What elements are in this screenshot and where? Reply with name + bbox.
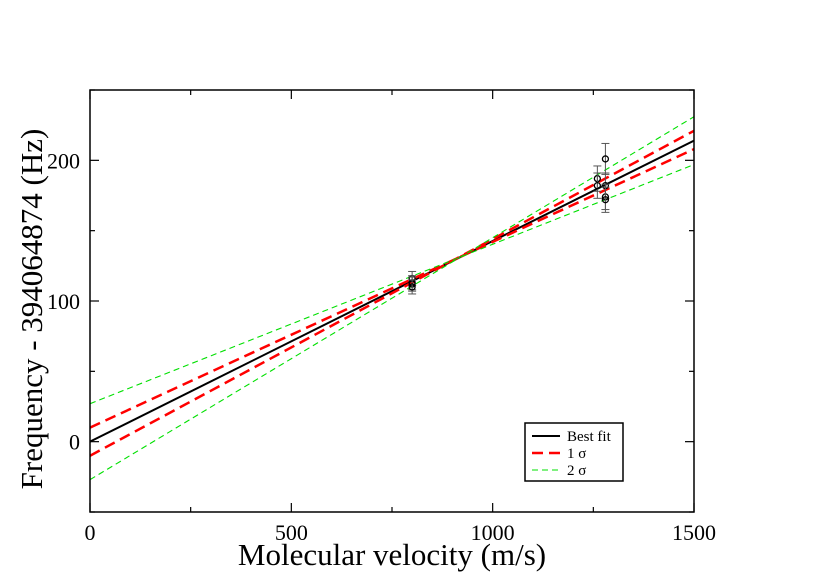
- legend-label-best-fit: Best fit: [567, 429, 612, 445]
- axis-ticks: [89, 89, 695, 513]
- series-line-1-0: [90, 147, 694, 429]
- data-point: [593, 182, 602, 190]
- series-line-1-1: [90, 129, 694, 457]
- x-tick-label: 500: [275, 520, 308, 545]
- y-tick-label: 200: [47, 148, 80, 173]
- x-tick-label: 1000: [471, 520, 515, 545]
- y-axis-title: Frequency - 394064874 (Hz): [14, 129, 49, 490]
- plot-lines: [90, 116, 694, 481]
- data-point: [601, 155, 610, 163]
- series-line-0: [90, 139, 694, 443]
- x-tick-label: 0: [85, 520, 96, 545]
- axis-tick-labels: 0 500 1000 1500 0 100 200: [47, 148, 716, 545]
- legend: Best fit 1 σ 2 σ: [524, 422, 624, 482]
- plot-points: [408, 142, 610, 295]
- y-tick-label: 0: [69, 430, 80, 455]
- x-axis-title: Molecular velocity (m/s): [238, 537, 546, 572]
- series-line-2-0: [90, 164, 694, 405]
- legend-label-2-sigma: 2 σ: [567, 463, 586, 479]
- y-tick-label: 100: [47, 289, 80, 314]
- series-line-2-1: [90, 116, 694, 481]
- data-point: [601, 196, 610, 204]
- legend-label-1-sigma: 1 σ: [567, 446, 586, 462]
- x-tick-label: 1500: [672, 520, 716, 545]
- data-point: [408, 283, 416, 291]
